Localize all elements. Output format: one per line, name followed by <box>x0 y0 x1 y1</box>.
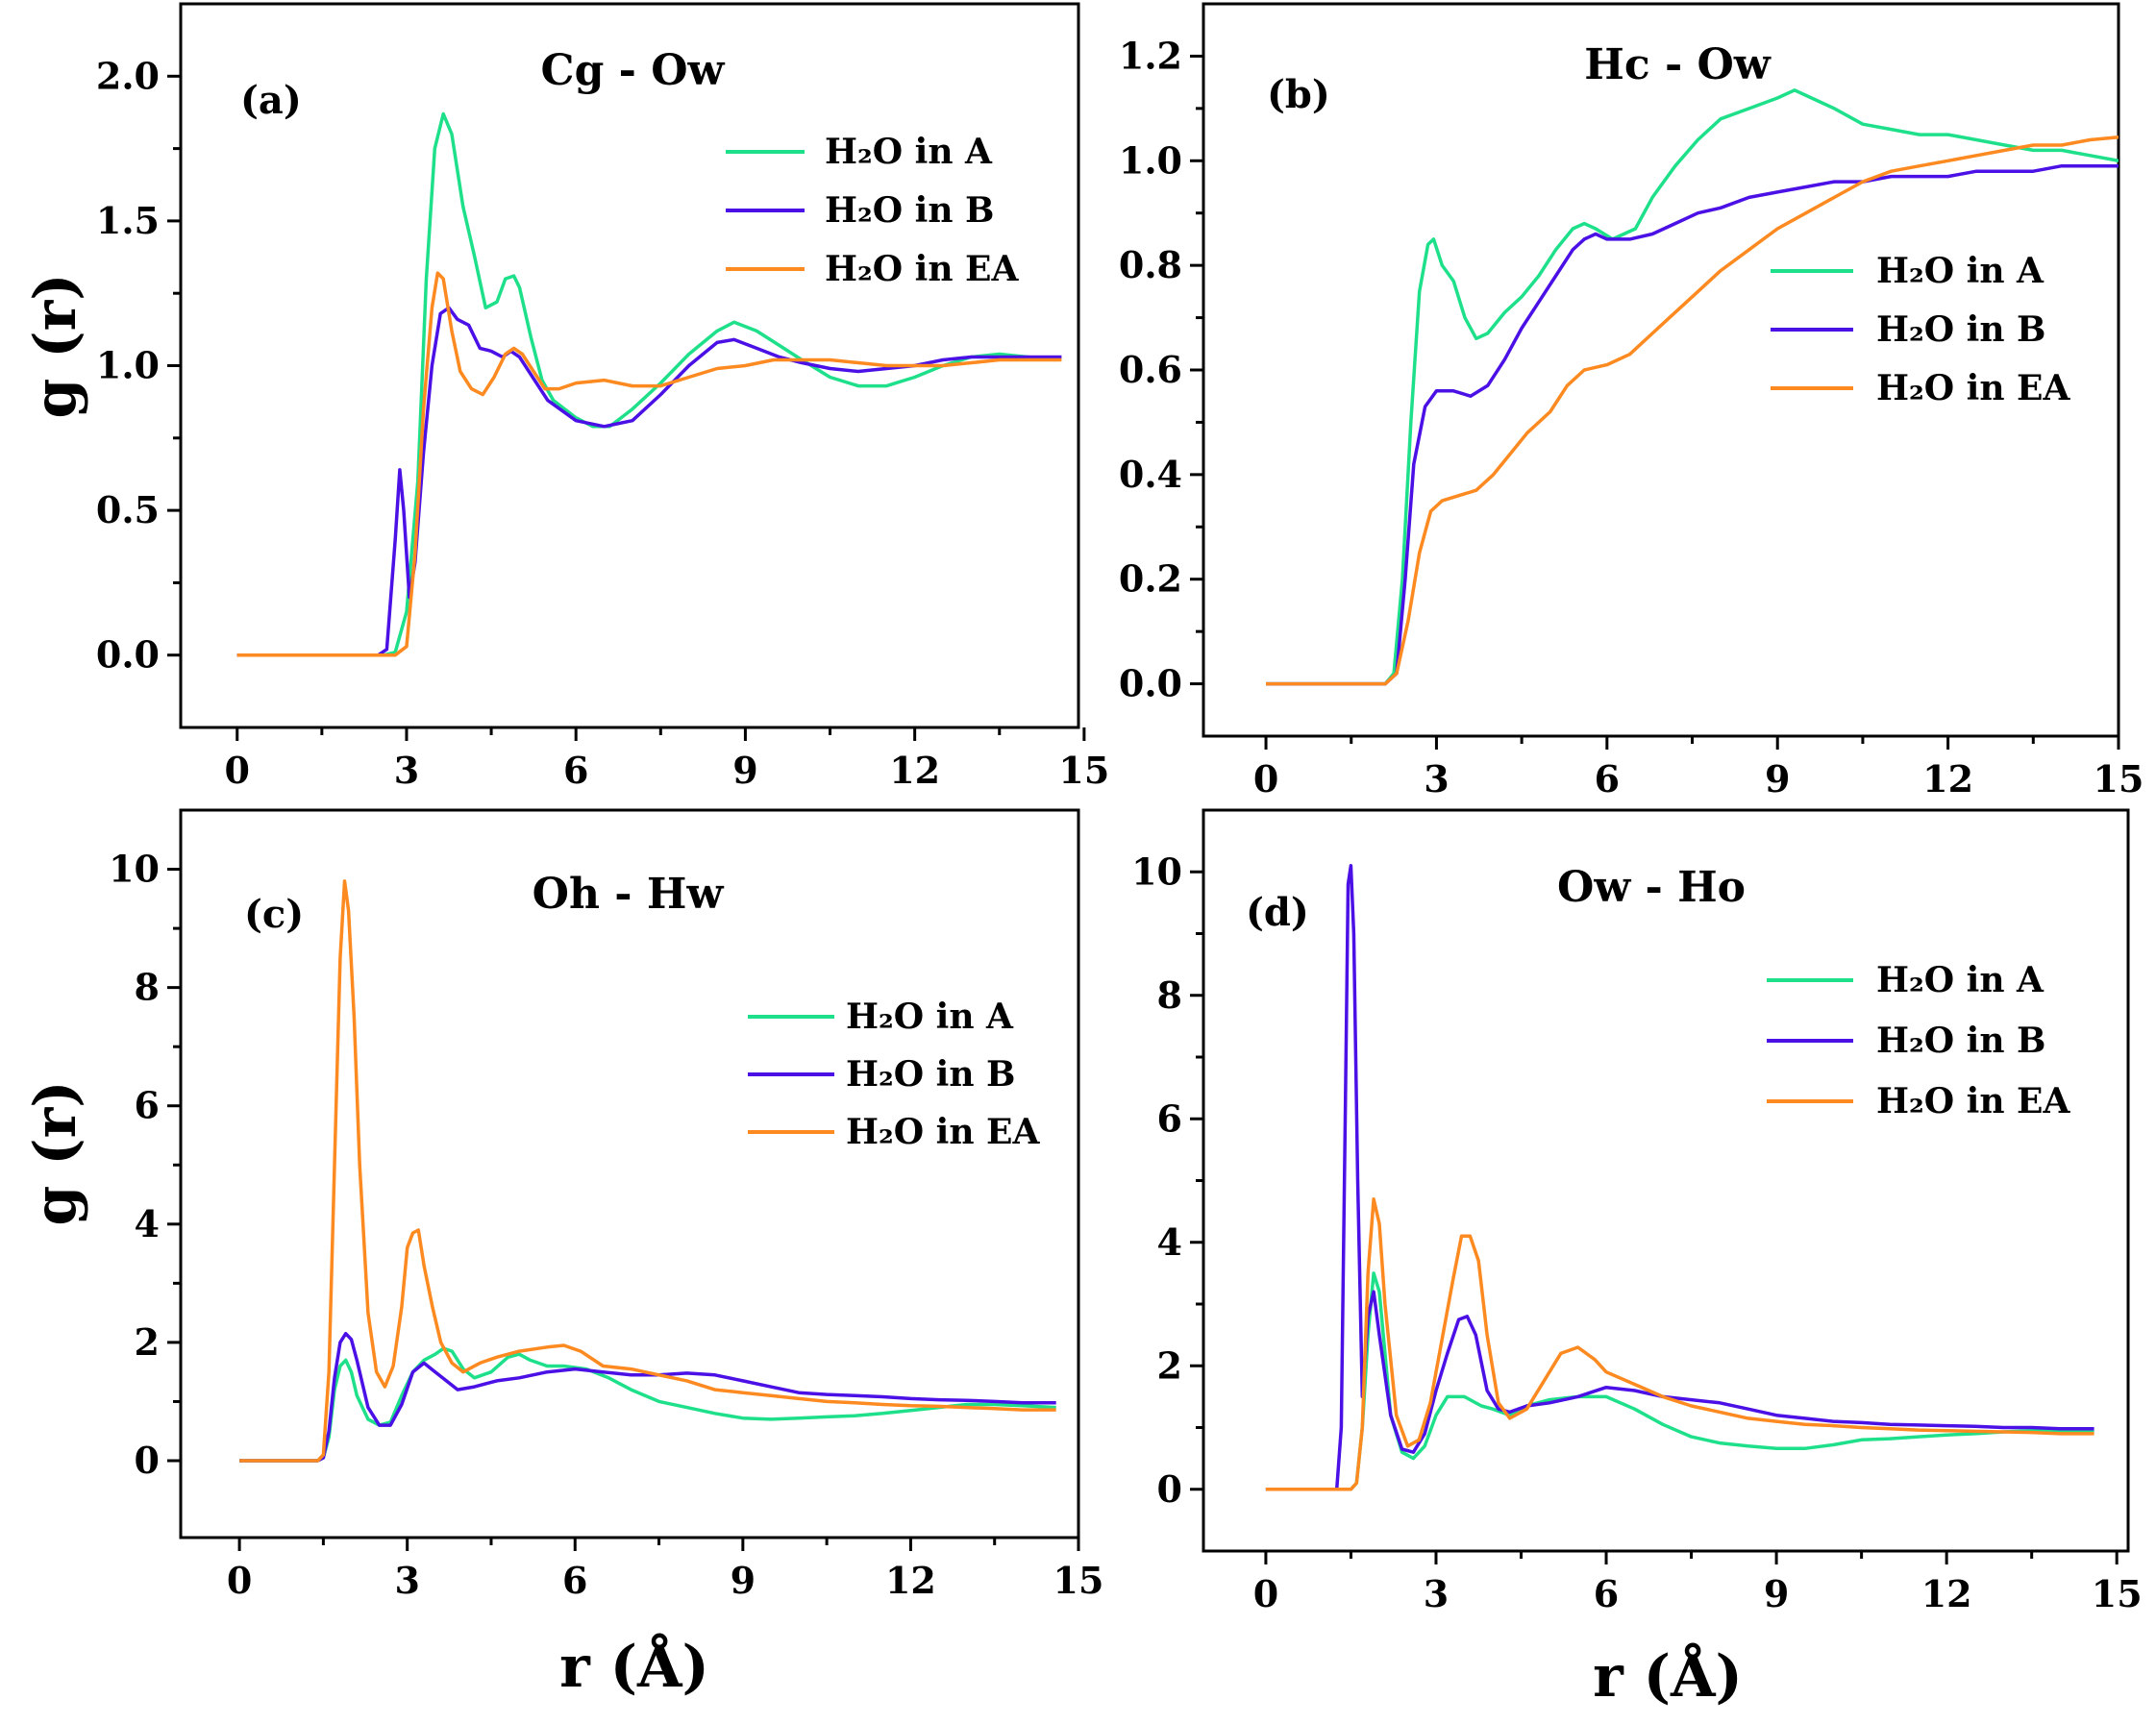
y-tick-label-d: 10 <box>1131 850 1182 893</box>
panel-b: 0 3 6 9 12 15 0.0 0.2 0.4 0.6 0.8 1.0 1.2 (b) Hc - Ow H… <box>1119 2 2144 800</box>
series-line-d-EA <box>1265 1197 2094 1491</box>
y-tick-label-c: 8 <box>135 966 160 1009</box>
x-tick-label-b: 3 <box>1424 757 1449 800</box>
legend-label-a-EA: H₂O in EA <box>825 249 1019 289</box>
legend-label-a-B: H₂O in B <box>825 190 994 231</box>
legend-label-c-A: H₂O in A <box>846 997 1014 1037</box>
y-tick-label-b: 0.6 <box>1119 348 1182 391</box>
x-tick-label-c: 15 <box>1053 1559 1104 1602</box>
x-tick-label-c: 12 <box>885 1559 936 1602</box>
series-line-b-B <box>1266 163 2119 686</box>
x-tick-label-a: 6 <box>563 749 588 792</box>
x-tick-label-a: 9 <box>732 749 757 792</box>
panel-tag-c: (c) <box>244 892 304 937</box>
x-tick-label-a: 15 <box>1058 749 1109 792</box>
panel-title-d: Ow - Ho <box>1557 863 1746 912</box>
legend-label-b-A: H₂O in A <box>1876 251 2044 291</box>
plot-frame-c <box>179 808 1080 1539</box>
panel-tag-b: (b) <box>1267 72 1330 117</box>
y-tick-label-c: 6 <box>135 1084 160 1127</box>
x-tick-label-d: 3 <box>1424 1572 1449 1615</box>
y-tick-label-c: 4 <box>135 1202 160 1245</box>
x-tick-label-c: 6 <box>562 1559 587 1602</box>
y-tick-label-d: 8 <box>1157 973 1182 1017</box>
x-tick-label-c: 9 <box>731 1559 756 1602</box>
x-tick-label-d: 15 <box>2092 1572 2143 1615</box>
x-axis-title-left: r (Å) <box>559 1633 709 1701</box>
x-tick-label-b: 0 <box>1253 757 1278 800</box>
y-axis-title-top: g (r) <box>22 273 89 418</box>
series-line-d-B <box>1265 864 2094 1491</box>
x-tick-label-a: 3 <box>394 749 419 792</box>
series-line-a-B <box>236 306 1062 657</box>
y-tick-label-d: 4 <box>1157 1220 1182 1264</box>
series-line-b-EA <box>1266 135 2119 686</box>
x-tick-label-d: 12 <box>1921 1572 1972 1615</box>
panel-tag-a: (a) <box>240 78 302 123</box>
series-line-c-A <box>239 1346 1056 1463</box>
x-tick-label-b: 9 <box>1765 757 1790 800</box>
legend-label-b-B: H₂O in B <box>1876 309 2045 350</box>
legend-label-c-B: H₂O in B <box>846 1054 1015 1095</box>
x-tick-label-b: 15 <box>2094 757 2144 800</box>
x-tick-label-d: 9 <box>1764 1572 1789 1615</box>
legend-label-d-EA: H₂O in EA <box>1876 1081 2070 1121</box>
x-tick-label-b: 12 <box>1922 757 1973 800</box>
legend-label-d-B: H₂O in B <box>1876 1021 2045 1061</box>
y-tick-label-b: 0.8 <box>1119 243 1182 286</box>
panel-a: 0 3 6 9 12 15 0.0 0.5 1.0 1.5 2.0 (a) Cg - Ow H₂O in … <box>96 2 1109 792</box>
x-tick-label-a: 0 <box>225 749 250 792</box>
panel-title-b: Hc - Ow <box>1584 40 1772 89</box>
series-line-c-B <box>239 1331 1056 1463</box>
y-tick-label-d: 6 <box>1157 1096 1182 1140</box>
legend-label-a-A: H₂O in A <box>825 132 993 172</box>
y-axis-title-bottom: g (r) <box>22 1080 89 1225</box>
panel-c: 0 3 6 9 12 15 0 2 4 6 8 10 (c) Oh - Hw H₂O in A H₂O in … <box>109 808 1104 1602</box>
y-tick-label-a: 0.5 <box>96 488 160 531</box>
y-tick-label-a: 0.0 <box>96 633 160 677</box>
y-tick-label-b: 0.4 <box>1119 453 1182 496</box>
y-tick-label-c: 2 <box>135 1320 160 1364</box>
y-tick-label-a: 2.0 <box>96 54 160 97</box>
panel-title-c: Oh - Hw <box>533 870 725 919</box>
y-tick-label-b: 0.0 <box>1119 662 1182 705</box>
x-tick-label-a: 12 <box>889 749 940 792</box>
x-tick-label-c: 3 <box>394 1559 419 1602</box>
y-tick-label-d: 2 <box>1157 1343 1182 1387</box>
y-tick-label-c: 0 <box>135 1439 160 1482</box>
panel-tag-d: (d) <box>1246 890 1309 935</box>
plot-frame-d <box>1202 808 2130 1553</box>
panel-d: 0 3 6 9 12 15 0 2 4 6 8 10 (d) Ow - Ho H₂O in A H₂O in … <box>1131 808 2143 1615</box>
series-line-c-EA <box>239 879 1056 1463</box>
y-tick-label-b: 0.2 <box>1119 557 1182 601</box>
x-tick-label-b: 6 <box>1595 757 1620 800</box>
x-tick-label-d: 0 <box>1253 1572 1278 1615</box>
legend-label-d-A: H₂O in A <box>1876 960 2044 1000</box>
y-tick-label-a: 1.5 <box>96 199 160 242</box>
y-tick-label-a: 1.0 <box>96 344 160 387</box>
x-tick-label-d: 6 <box>1594 1572 1619 1615</box>
x-axis-title-right: r (Å) <box>1593 1642 1743 1711</box>
y-tick-label-b: 1.0 <box>1119 138 1182 182</box>
y-tick-label-c: 10 <box>109 848 160 891</box>
y-tick-label-d: 0 <box>1157 1467 1182 1511</box>
x-tick-label-c: 0 <box>227 1559 252 1602</box>
series-line-a-EA <box>236 271 1062 657</box>
panel-title-a: Cg - Ow <box>541 46 726 95</box>
legend-label-c-EA: H₂O in EA <box>846 1112 1040 1152</box>
y-tick-label-b: 1.2 <box>1119 34 1182 77</box>
series-line-a-A <box>236 111 1056 657</box>
legend-label-b-EA: H₂O in EA <box>1876 368 2070 408</box>
series-line-d-A <box>1265 1271 2094 1491</box>
